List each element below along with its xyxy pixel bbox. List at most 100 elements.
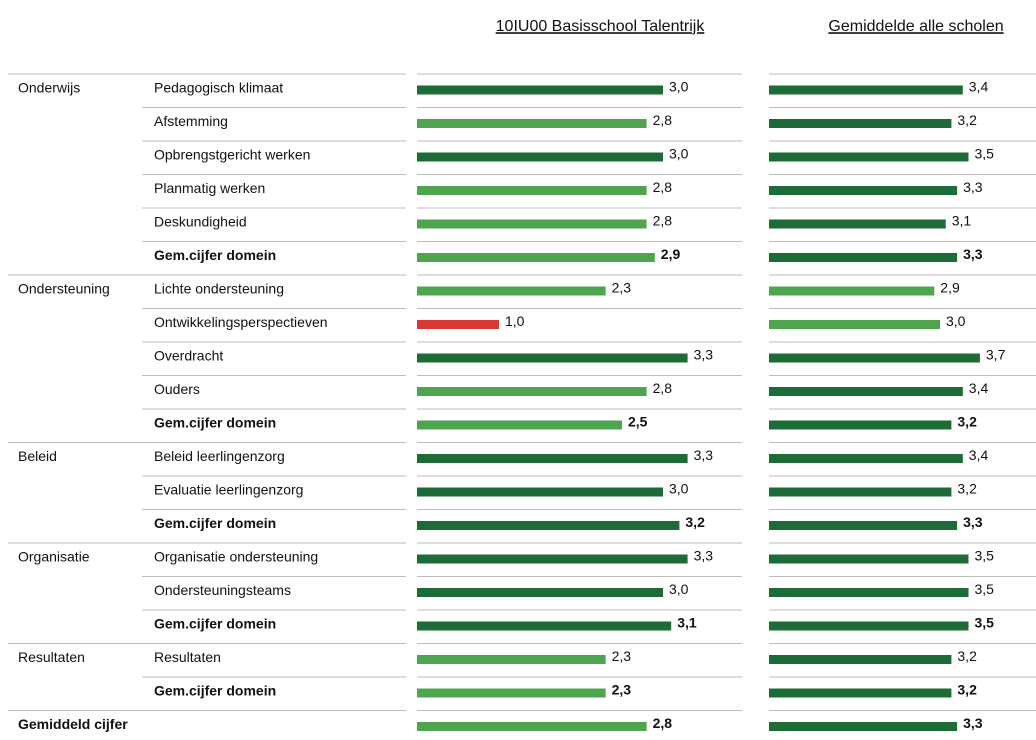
bar <box>769 119 952 128</box>
value-label: 3,3 <box>963 179 983 195</box>
bar <box>417 85 663 95</box>
value-label: 3,4 <box>969 79 989 95</box>
value-label: 3,3 <box>963 514 983 530</box>
row-label: Overdracht <box>154 348 223 364</box>
row-label: Pedagogisch klimaat <box>154 80 283 96</box>
bar <box>769 688 952 698</box>
value-label: 1,0 <box>505 313 525 329</box>
value-label: 3,2 <box>685 514 705 530</box>
bar <box>769 454 963 463</box>
value-label: 3,0 <box>669 146 689 162</box>
value-label: 3,1 <box>952 213 972 229</box>
group-label: Resultaten <box>18 649 85 665</box>
row-label: Gem.cijfer domein <box>154 683 276 699</box>
bar <box>417 655 606 664</box>
value-label: 3,3 <box>694 347 714 363</box>
value-label: 2,5 <box>628 414 648 430</box>
bar <box>417 588 663 597</box>
value-label: 2,8 <box>653 715 673 731</box>
group-label: Ondersteuning <box>18 281 110 297</box>
value-label: 3,3 <box>963 715 983 731</box>
value-label: 2,8 <box>653 112 673 128</box>
bar <box>769 554 969 564</box>
row-label: Lichte ondersteuning <box>154 281 284 297</box>
bar <box>417 387 647 396</box>
bar <box>769 152 969 162</box>
value-label: 2,3 <box>612 280 632 296</box>
value-label: 3,0 <box>946 313 966 329</box>
row-label: Ontwikkelingsperspectieven <box>154 314 328 330</box>
value-label: 2,9 <box>940 280 960 296</box>
value-label: 3,0 <box>669 79 689 95</box>
bar <box>769 487 952 497</box>
bar <box>417 688 606 698</box>
value-label: 3,5 <box>975 581 995 597</box>
value-label: 3,2 <box>957 481 977 497</box>
value-label: 2,3 <box>612 648 632 664</box>
bar <box>769 219 946 229</box>
value-label: 3,2 <box>957 648 977 664</box>
value-label: 3,4 <box>969 380 989 396</box>
value-label: 2,8 <box>653 380 673 396</box>
value-label: 2,8 <box>653 179 673 195</box>
row-label: Resultaten <box>154 649 221 665</box>
value-label: 3,7 <box>986 347 1006 363</box>
average-header: Gemiddelde alle scholen <box>828 18 1003 35</box>
value-label: 3,2 <box>957 682 977 698</box>
bar <box>769 722 958 731</box>
bar <box>417 722 647 731</box>
bar <box>417 119 647 128</box>
bar <box>769 420 952 430</box>
group-label: Organisatie <box>18 549 90 565</box>
bar <box>769 655 952 664</box>
group-label: Onderwijs <box>18 80 80 96</box>
value-label: 3,5 <box>975 146 995 162</box>
bar <box>417 152 663 162</box>
school-header: 10IU00 Basisschool Talentrijk <box>496 18 706 35</box>
value-label: 3,2 <box>957 414 977 430</box>
bar <box>769 521 958 530</box>
bar <box>769 286 935 296</box>
bar <box>417 253 655 262</box>
value-label: 3,0 <box>669 481 689 497</box>
bar <box>417 353 688 363</box>
bar <box>769 387 963 396</box>
bar <box>417 420 622 430</box>
value-label: 3,2 <box>957 112 977 128</box>
value-label: 3,5 <box>975 615 995 631</box>
bar <box>769 353 980 363</box>
bar <box>769 621 969 631</box>
value-label: 3,1 <box>677 615 697 631</box>
bar <box>417 621 672 631</box>
bar <box>769 320 940 329</box>
bar <box>417 554 688 564</box>
bar <box>769 253 958 262</box>
row-label: Beleid leerlingenzorg <box>154 448 285 464</box>
row-label: Gem.cijfer domein <box>154 415 276 431</box>
row-label: Afstemming <box>154 113 228 129</box>
row-label: Opbrengstgericht werken <box>154 147 310 163</box>
value-label: 2,9 <box>661 246 681 262</box>
bar <box>769 186 958 195</box>
row-label: Gem.cijfer domein <box>154 515 276 531</box>
value-label: 3,5 <box>975 548 995 564</box>
value-label: 3,3 <box>694 447 714 463</box>
row-label: Gem.cijfer domein <box>154 247 276 263</box>
row-label: Ouders <box>154 381 200 397</box>
bar <box>417 186 647 195</box>
row-label: Evaluatie leerlingenzorg <box>154 482 303 498</box>
row-label: Planmatig werken <box>154 180 265 196</box>
row-label: Deskundigheid <box>154 214 247 230</box>
bar <box>417 219 647 229</box>
value-label: 3,4 <box>969 447 989 463</box>
bar <box>417 454 688 463</box>
group-label: Beleid <box>18 448 57 464</box>
row-label: Ondersteuningsteams <box>154 582 291 598</box>
value-label: 3,3 <box>694 548 714 564</box>
value-label: 2,3 <box>612 682 632 698</box>
row-label: Gem.cijfer domein <box>154 616 276 632</box>
bar <box>769 588 969 597</box>
value-label: 3,3 <box>963 246 983 262</box>
bar <box>417 286 606 296</box>
total-label: Gemiddeld cijfer <box>18 716 128 732</box>
